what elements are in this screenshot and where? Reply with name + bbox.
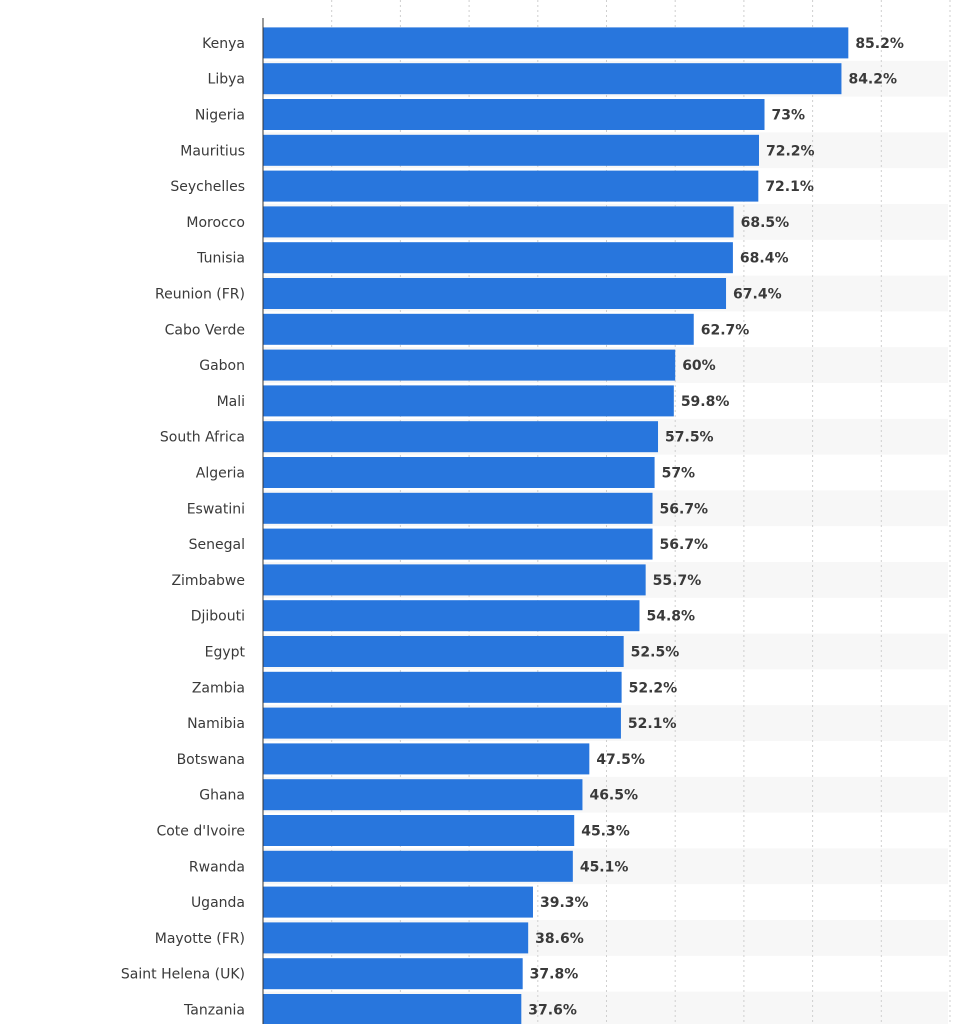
category-label: Ghana xyxy=(199,788,245,804)
data-label: 52.2% xyxy=(629,680,678,696)
bar xyxy=(263,994,522,1024)
category-label: Mauritius xyxy=(180,143,245,159)
category-label: South Africa xyxy=(160,430,245,446)
data-label: 85.2% xyxy=(855,36,904,52)
category-label: Eswatini xyxy=(187,501,245,517)
category-label: Cabo Verde xyxy=(165,322,245,338)
bar xyxy=(263,707,621,739)
data-label: 56.7% xyxy=(660,501,709,517)
category-label: Kenya xyxy=(202,36,245,52)
bar xyxy=(263,671,622,703)
bars xyxy=(263,27,849,1024)
bar xyxy=(263,27,849,59)
bar xyxy=(263,349,676,381)
bar xyxy=(263,206,734,238)
category-label: Rwanda xyxy=(189,859,245,875)
data-label: 45.1% xyxy=(580,859,629,875)
category-label: Saint Helena (UK) xyxy=(121,967,245,983)
bar xyxy=(263,385,674,417)
bar xyxy=(263,242,733,274)
value-labels: 85.2% 84.2% 73% 72.2% 72.1% 68.5% 68.4% 67.4% 62… xyxy=(528,36,904,1019)
data-label: 67.4% xyxy=(733,287,782,303)
bar xyxy=(263,421,659,453)
bar xyxy=(263,958,523,990)
category-label: Mali xyxy=(217,394,245,410)
category-label: Tanzania xyxy=(183,1003,245,1019)
bar xyxy=(263,170,759,202)
data-label: 52.5% xyxy=(631,645,680,661)
category-label: Mayotte (FR) xyxy=(155,931,245,947)
category-label: Tunisia xyxy=(196,251,245,267)
data-label: 37.6% xyxy=(528,1003,577,1019)
data-label: 72.1% xyxy=(765,179,814,195)
data-label: 68.5% xyxy=(741,215,790,231)
data-label: 56.7% xyxy=(660,537,709,553)
category-label: Reunion (FR) xyxy=(155,287,245,303)
bar xyxy=(263,313,694,345)
bar xyxy=(263,134,760,166)
bar xyxy=(263,99,765,130)
category-label: Morocco xyxy=(186,215,245,231)
category-label: Uganda xyxy=(191,895,245,911)
category-label: Zimbabwe xyxy=(171,573,245,589)
category-label: Gabon xyxy=(199,358,245,374)
bar xyxy=(263,278,727,309)
bar xyxy=(263,743,590,775)
bar xyxy=(263,850,573,882)
category-label: Namibia xyxy=(187,716,245,732)
data-label: 57.5% xyxy=(665,430,714,446)
category-label: Djibouti xyxy=(191,609,245,625)
bar xyxy=(263,457,655,488)
data-label: 46.5% xyxy=(589,788,638,804)
data-label: 84.2% xyxy=(848,72,897,88)
data-label: 47.5% xyxy=(596,752,645,768)
bar xyxy=(263,815,575,846)
bar xyxy=(263,779,583,811)
data-label: 62.7% xyxy=(701,322,750,338)
data-label: 37.8% xyxy=(530,967,579,983)
data-label: 57% xyxy=(662,466,696,482)
data-label: 39.3% xyxy=(540,895,589,911)
bar xyxy=(263,492,653,524)
category-label: Zambia xyxy=(192,680,245,696)
data-label: 59.8% xyxy=(681,394,730,410)
category-label: Algeria xyxy=(196,466,245,482)
data-label: 73% xyxy=(772,108,806,124)
category-label: Nigeria xyxy=(195,108,245,124)
bar xyxy=(263,600,640,632)
bar xyxy=(263,922,529,954)
bar xyxy=(263,564,646,596)
data-label: 72.2% xyxy=(766,143,815,159)
category-label: Botswana xyxy=(177,752,245,768)
data-label: 52.1% xyxy=(628,716,677,732)
data-label: 45.3% xyxy=(581,824,630,840)
category-label: Cote d'Ivoire xyxy=(156,824,245,840)
category-label: Libya xyxy=(208,72,245,88)
bar xyxy=(263,886,533,918)
category-label: Egypt xyxy=(205,645,246,661)
data-label: 54.8% xyxy=(646,609,695,625)
bar xyxy=(263,636,624,667)
data-label: 55.7% xyxy=(653,573,702,589)
bar xyxy=(263,528,653,560)
data-label: 60% xyxy=(682,358,716,374)
category-label: Senegal xyxy=(189,537,245,553)
category-labels: Kenya Libya Nigeria Mauritius Seychelles Moro… xyxy=(121,36,246,1019)
category-label: Seychelles xyxy=(170,179,245,195)
data-label: 68.4% xyxy=(740,251,789,267)
data-label: 38.6% xyxy=(535,931,584,947)
bar xyxy=(263,63,842,95)
